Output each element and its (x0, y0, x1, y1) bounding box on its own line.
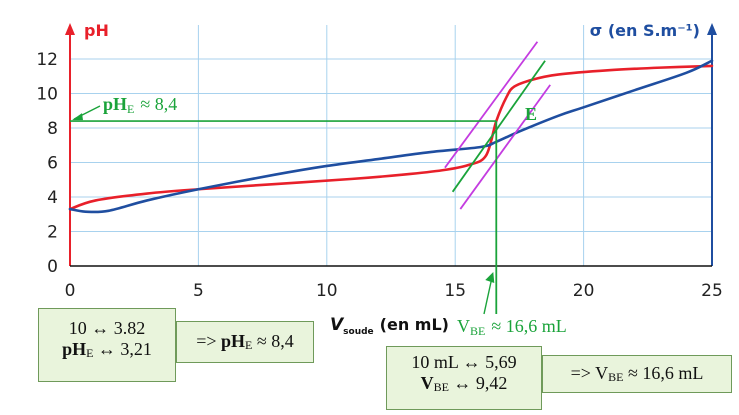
y-axis-right-arrow (707, 23, 717, 35)
x-tick-25: 25 (701, 281, 723, 301)
y-tick-2: 2 (47, 223, 58, 243)
x-axis-title: Vsoude (en mL) (330, 315, 449, 337)
v-label-pointer-head (485, 272, 495, 283)
tangent-line-1 (459, 84, 551, 210)
y-tick-8: 8 (47, 119, 58, 139)
x-tick-5: 5 (193, 281, 204, 301)
series-curve-0 (68, 64, 714, 211)
series-curves (68, 59, 714, 214)
volume-result-box: => VBE ≈ 16,6 mL (542, 355, 732, 393)
tangent-line-2 (451, 60, 546, 193)
box2-prefix: => (196, 331, 217, 351)
x-tick-15: 15 (444, 281, 466, 301)
grid (69, 25, 713, 267)
y-axis-left-arrow (65, 23, 75, 35)
y-tick-6: 6 (47, 154, 58, 174)
v-equivalence-label: VBE ≈ 16,6 mL (457, 316, 567, 338)
box4-prefix: => V (570, 363, 609, 383)
box2-main: pH (221, 331, 246, 351)
axes (65, 23, 717, 267)
y-tick-0: 0 (47, 257, 58, 277)
tangent-line-0 (444, 41, 539, 169)
y-axis-right-title: σ (en S.m⁻¹) (590, 21, 700, 40)
ph-label-pointer-head (72, 113, 83, 121)
box1-line1: 10 ↔ 3.82 (68, 318, 146, 338)
ph-equivalence-label: pHE ≈ 8,4 (103, 94, 177, 116)
y-axis-left-title: pH (84, 21, 109, 40)
x-tick-0: 0 (65, 281, 76, 301)
volume-proportion-box: 10 mL ↔ 5,69 VBE ↔ 9,42 (386, 346, 542, 410)
box3-line2: VBE ↔ 9,42 (420, 373, 508, 394)
box2-sub: E (245, 338, 253, 352)
tick-labels: 0 5 10 15 20 25 0 2 4 6 8 10 12 (36, 50, 722, 301)
box4-rest: ≈ 16,6 mL (627, 363, 704, 383)
x-tick-20: 20 (573, 281, 595, 301)
box3-line1: 10 mL ↔ 5,69 (411, 352, 517, 372)
y-tick-4: 4 (47, 188, 58, 208)
tangent-lines (444, 41, 551, 210)
ph-proportion-box: 10 ↔ 3.82 pHE ↔ 3,21 (38, 308, 176, 382)
box1-line2: pHE ↔ 3,21 (62, 339, 152, 360)
equivalence-point-label: E (525, 104, 537, 124)
y-tick-12: 12 (36, 50, 58, 70)
y-tick-10: 10 (36, 85, 58, 105)
equivalence-annotations (70, 105, 498, 315)
series-curve-1 (68, 59, 714, 214)
v-label-pointer (483, 275, 493, 315)
box4-sub: BE (608, 370, 624, 384)
x-tick-10: 10 (316, 281, 338, 301)
ph-result-box: => pHE ≈ 8,4 (176, 321, 314, 363)
box2-rest: ≈ 8,4 (256, 331, 294, 351)
